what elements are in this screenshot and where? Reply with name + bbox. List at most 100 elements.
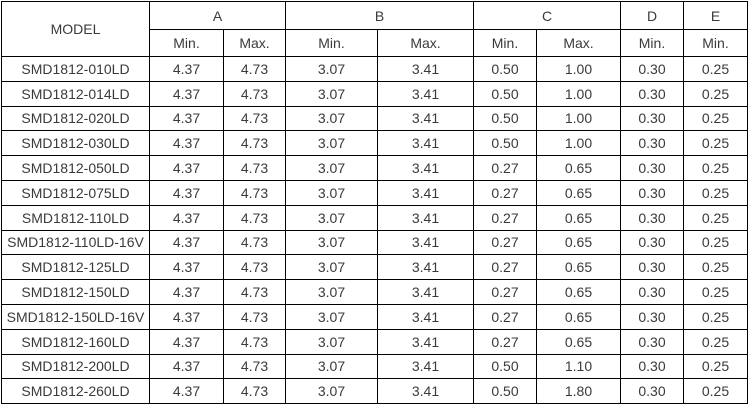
table-row: SMD1812-110LD-16V 4.37 4.73 3.07 3.41 0.27 0.6… <box>1 229 748 256</box>
table-row: SMD1812-020LD 4.37 4.73 3.07 3.41 0.50 1.00 0.3… <box>1 105 748 132</box>
value-cell: 0.25 <box>683 179 748 206</box>
value-cell: 4.37 <box>149 353 224 380</box>
value-cell: 0.25 <box>683 279 748 305</box>
value-cell: 1.00 <box>536 105 621 132</box>
subheader-d-min: Min. <box>620 29 684 57</box>
value-cell: 0.30 <box>620 105 684 132</box>
value-cell: 0.30 <box>620 353 684 380</box>
value-cell: 4.37 <box>149 80 224 107</box>
value-cell: 3.41 <box>377 105 474 132</box>
subheader-b-max: Max. <box>377 29 474 57</box>
value-cell: 3.07 <box>285 303 378 330</box>
subheader-a-min: Min. <box>149 29 224 57</box>
value-cell: 3.41 <box>377 204 474 231</box>
value-cell: 4.73 <box>223 303 286 330</box>
value-cell: 0.30 <box>620 155 684 181</box>
table-header: MODEL A B C D E Min. Max. Min. Max. Min.… <box>1 1 748 57</box>
value-cell: 4.37 <box>149 229 224 256</box>
model-cell: SMD1812-030LD <box>1 130 150 157</box>
subheader-e-min: Min. <box>683 29 748 57</box>
table-row: SMD1812-260LD 4.37 4.73 3.07 3.41 0.50 1.80 0.3… <box>1 378 748 405</box>
value-cell: 0.25 <box>683 130 748 157</box>
model-cell: SMD1812-200LD <box>1 353 150 380</box>
value-cell: 3.07 <box>285 105 378 132</box>
model-cell: SMD1812-075LD <box>1 179 150 206</box>
value-cell: 0.30 <box>620 279 684 305</box>
value-cell: 0.25 <box>683 229 748 256</box>
value-cell: 3.41 <box>377 353 474 380</box>
value-cell: 4.73 <box>223 105 286 132</box>
value-cell: 0.25 <box>683 155 748 181</box>
value-cell: 3.07 <box>285 378 378 405</box>
value-cell: 1.00 <box>536 80 621 107</box>
value-cell: 0.50 <box>473 353 537 380</box>
table-row: SMD1812-125LD 4.37 4.73 3.07 3.41 0.27 0.65 0.3… <box>1 254 748 281</box>
value-cell: 1.00 <box>536 56 621 82</box>
value-cell: 4.73 <box>223 130 286 157</box>
model-cell: SMD1812-050LD <box>1 155 150 181</box>
value-cell: 0.25 <box>683 328 748 355</box>
value-cell: 0.65 <box>536 303 621 330</box>
header-group-row: MODEL A B C D E <box>1 1 748 57</box>
subheader-c-max: Max. <box>536 29 621 57</box>
value-cell: 0.27 <box>473 179 537 206</box>
value-cell: 3.07 <box>285 254 378 281</box>
value-cell: 3.41 <box>377 229 474 256</box>
value-cell: 4.73 <box>223 279 286 305</box>
value-cell: 0.30 <box>620 80 684 107</box>
value-cell: 0.30 <box>620 328 684 355</box>
value-cell: 3.07 <box>285 130 378 157</box>
subheader-c-min: Min. <box>473 29 537 57</box>
value-cell: 4.73 <box>223 204 286 231</box>
value-cell: 0.30 <box>620 229 684 256</box>
value-cell: 0.30 <box>620 303 684 330</box>
value-cell: 0.27 <box>473 155 537 181</box>
value-cell: 4.73 <box>223 328 286 355</box>
model-cell: SMD1812-110LD <box>1 204 150 231</box>
value-cell: 3.41 <box>377 130 474 157</box>
col-header-b: B <box>285 1 474 30</box>
value-cell: 3.41 <box>377 179 474 206</box>
col-header-d: D <box>620 1 684 30</box>
value-cell: 0.30 <box>620 204 684 231</box>
value-cell: 0.25 <box>683 204 748 231</box>
value-cell: 4.37 <box>149 254 224 281</box>
value-cell: 1.80 <box>536 378 621 405</box>
value-cell: 3.41 <box>377 80 474 107</box>
model-cell: SMD1812-125LD <box>1 254 150 281</box>
value-cell: 4.37 <box>149 378 224 405</box>
value-cell: 3.41 <box>377 56 474 82</box>
value-cell: 4.73 <box>223 80 286 107</box>
model-cell: SMD1812-160LD <box>1 328 150 355</box>
table-row: SMD1812-010LD 4.37 4.73 3.07 3.41 0.50 1.00 0.3… <box>1 56 748 82</box>
value-cell: 0.65 <box>536 179 621 206</box>
value-cell: 3.41 <box>377 155 474 181</box>
value-cell: 3.41 <box>377 279 474 305</box>
value-cell: 4.73 <box>223 179 286 206</box>
value-cell: 4.37 <box>149 155 224 181</box>
col-header-c: C <box>473 1 621 30</box>
value-cell: 0.65 <box>536 204 621 231</box>
model-cell: SMD1812-010LD <box>1 56 150 82</box>
value-cell: 0.65 <box>536 229 621 256</box>
value-cell: 1.00 <box>536 130 621 157</box>
table-row: SMD1812-075LD 4.37 4.73 3.07 3.41 0.27 0.65 0.3… <box>1 179 748 206</box>
value-cell: 4.37 <box>149 179 224 206</box>
value-cell: 0.30 <box>620 130 684 157</box>
table-row: SMD1812-160LD 4.37 4.73 3.07 3.41 0.27 0.65 0.3… <box>1 328 748 355</box>
value-cell: 0.27 <box>473 303 537 330</box>
value-cell: 4.37 <box>149 279 224 305</box>
value-cell: 0.30 <box>620 179 684 206</box>
value-cell: 0.25 <box>683 254 748 281</box>
value-cell: 3.07 <box>285 80 378 107</box>
value-cell: 3.07 <box>285 328 378 355</box>
model-cell: SMD1812-150LD-16V <box>1 303 150 330</box>
value-cell: 0.25 <box>683 105 748 132</box>
table-row: SMD1812-200LD 4.37 4.73 3.07 3.41 0.50 1.10 0.3… <box>1 353 748 380</box>
value-cell: 0.27 <box>473 328 537 355</box>
table-body: SMD1812-010LD 4.37 4.73 3.07 3.41 0.50 1.00 0.3… <box>1 56 748 405</box>
value-cell: 0.30 <box>620 56 684 82</box>
value-cell: 0.65 <box>536 254 621 281</box>
value-cell: 4.37 <box>149 204 224 231</box>
value-cell: 0.65 <box>536 279 621 305</box>
